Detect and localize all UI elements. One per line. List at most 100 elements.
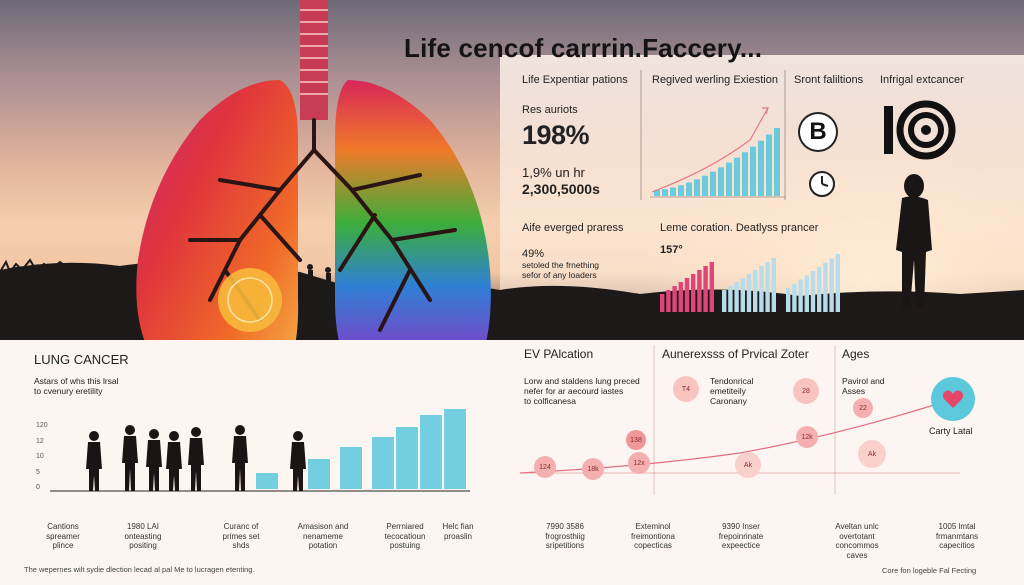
carty-label: Carty Latal [929, 426, 973, 436]
awareness-description: Tendonrical emetiteily Caronany [710, 376, 754, 406]
lung-cancer-description: Astars of whs this lrsal to cvenury eret… [34, 376, 119, 396]
stat-heading-life-expectancy: Life Expentiar pations [522, 74, 628, 86]
awareness-heading: Aunerexsss of Prvical Zoter [662, 347, 809, 361]
growth-bar [766, 134, 772, 196]
ages-heading: Ages [842, 347, 870, 361]
person-silhouette [232, 425, 248, 491]
person-silhouette [896, 174, 932, 308]
mid-bar [691, 274, 696, 312]
mid-bar [722, 290, 727, 312]
mid-bar [678, 282, 683, 312]
lower-bar [396, 427, 418, 489]
mid-bar [786, 288, 791, 312]
heart-icon [942, 390, 964, 408]
mid-right-heading: Leme coration. Deatlyss prancer [660, 222, 819, 234]
growth-bar [774, 128, 780, 196]
middle-bar-groups [660, 254, 840, 312]
data-circle: 12k [796, 426, 818, 448]
data-circle: 138 [626, 430, 646, 450]
mid-left-heading: Aife everged praress [522, 222, 624, 234]
lower-bar [444, 409, 466, 489]
lower-bar [420, 415, 442, 489]
category-label: Helc fian proaslin [442, 522, 474, 541]
ev-description: Lorw and staldens lung preced nefer for … [524, 376, 640, 406]
lower-bar [308, 459, 330, 489]
y-tick: 10 [36, 453, 44, 460]
total-value: 2,300,5000s [522, 181, 600, 197]
data-circle: 28 [793, 378, 819, 404]
upper-growth-bar-chart [650, 107, 785, 198]
y-tick: 120 [36, 422, 48, 429]
person-silhouette [290, 431, 306, 491]
growth-trend-line [651, 107, 769, 193]
growth-bar [734, 157, 740, 196]
footer-left-note: The wepernes wilt sydie dlection lecad a… [24, 565, 255, 574]
person-silhouette [146, 429, 162, 491]
category-label: 1980 LAI onteasting positing [124, 522, 162, 550]
growth-bar [758, 140, 764, 196]
mid-bar [666, 290, 671, 312]
growth-bar [702, 175, 708, 196]
growth-bar [686, 182, 692, 196]
data-circle: 22 [853, 398, 873, 418]
growth-bar [742, 152, 748, 196]
b-logo-icon: B [798, 112, 838, 152]
mid-bar [728, 286, 733, 312]
mid-bar [810, 271, 816, 312]
page-title: Life cencof carrrin.Faccery... [404, 33, 763, 63]
mid-right-value: 157° [660, 244, 683, 256]
category-label: Exteminol freimontiona copecticas [630, 522, 676, 550]
mid-bar [765, 262, 770, 312]
ev-heading: EV PAlcation [524, 347, 594, 361]
mid-bar [804, 275, 809, 312]
lower-bar [340, 447, 362, 489]
category-label: Aveltan unlc overtotant concommos caves [835, 522, 879, 560]
person-silhouette [122, 425, 138, 491]
mid-left-note: setoled the frnething sefor of any loade… [522, 260, 600, 280]
y-tick: 0 [36, 484, 40, 491]
mid-bar [817, 266, 822, 312]
mid-bar [746, 274, 752, 312]
mid-bar [684, 278, 690, 312]
big-percent-value: 198% [522, 120, 590, 150]
growth-bar [710, 171, 716, 196]
stat-heading-regived: Regived werling Exiestion [652, 74, 778, 86]
stat-heading-sront: Sront faliltions [794, 74, 864, 86]
mid-bar [660, 294, 665, 312]
stat-heading-infrigal: Infrigal extcancer [880, 74, 964, 86]
data-circle: T4 [673, 376, 699, 402]
mid-bar [835, 254, 840, 312]
mid-bar [829, 258, 834, 312]
person-silhouette [188, 427, 204, 491]
data-circle: 12x [628, 452, 650, 474]
lower-dividers [653, 345, 836, 495]
trachea [300, 0, 328, 120]
stat-dividers [640, 70, 786, 200]
growth-bar [726, 162, 732, 196]
lower-people-bar-chart [50, 409, 470, 492]
growth-bar [662, 189, 668, 196]
right-lung [335, 80, 491, 398]
category-label: Curanc of primes set shds [222, 522, 260, 550]
category-label: Cantions spreamer plince [46, 522, 80, 550]
lungs-illustration [136, 0, 491, 398]
stat-subheading: Res auriots [522, 104, 578, 116]
category-label: 9390 Inser frepoinrinate expeectice [718, 522, 764, 550]
lung-cancer-title: LUNG CANCER [34, 352, 129, 367]
mid-bar [759, 266, 764, 312]
b-logo-letter: B [809, 118, 827, 145]
mid-bar [672, 286, 677, 312]
data-circle: 18k [582, 458, 604, 480]
category-label: 1005 lmtal frmanmtans capecitios [935, 522, 979, 550]
growth-bar [750, 146, 756, 196]
growth-bar [654, 190, 660, 196]
mid-bar [753, 270, 758, 312]
heart-badge [931, 377, 975, 421]
walking-people-silhouette [307, 264, 331, 283]
spiral-logo-icon [884, 100, 956, 160]
data-circle: 124 [534, 456, 556, 478]
growth-bar [670, 187, 676, 196]
person-silhouette [166, 431, 182, 491]
footer-right-note: Core fon logeble Fal Fecting [882, 566, 977, 575]
mid-bar [792, 283, 797, 312]
